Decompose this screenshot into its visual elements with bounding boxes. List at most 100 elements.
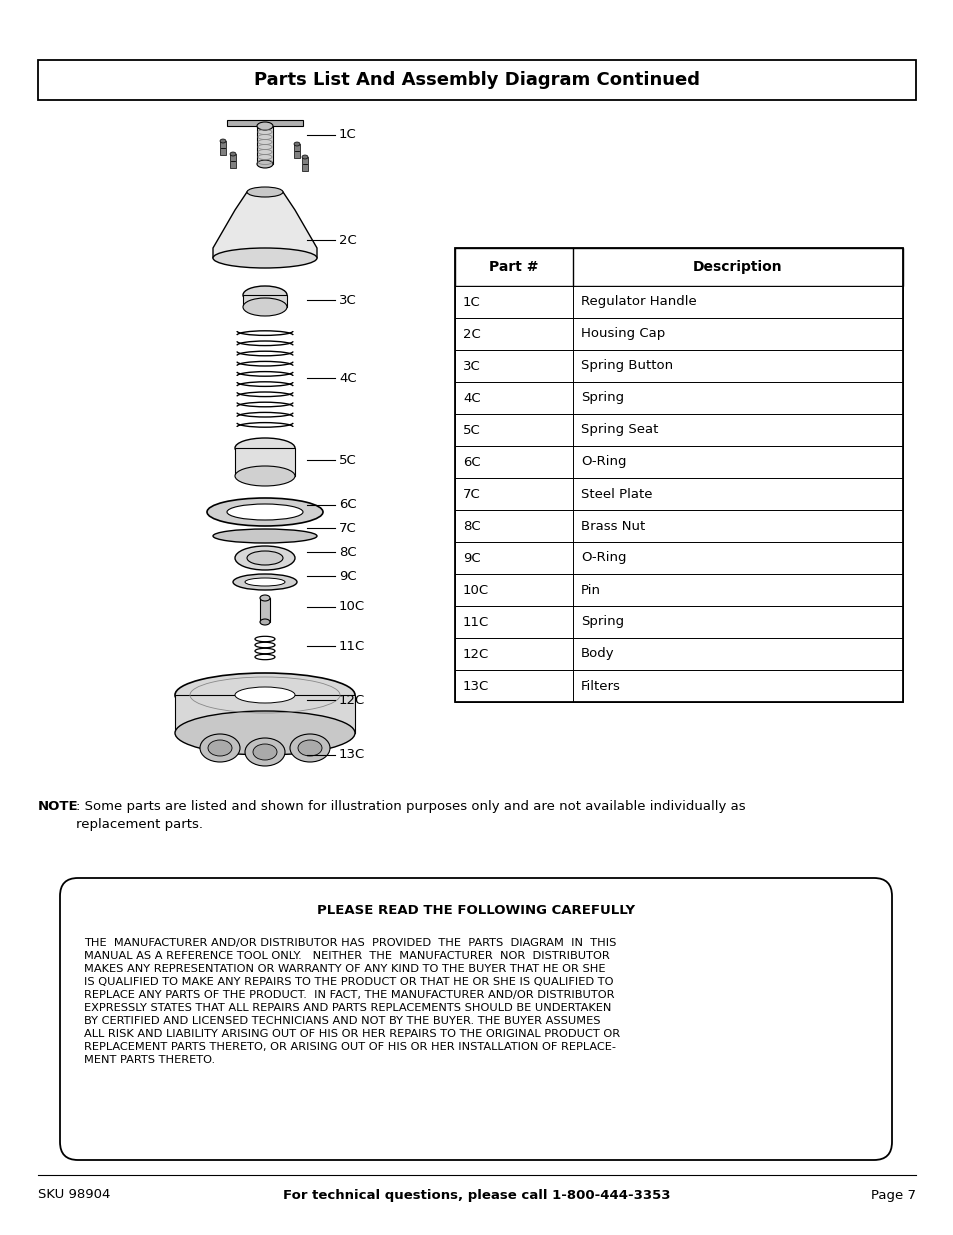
Ellipse shape	[220, 140, 226, 143]
Ellipse shape	[256, 161, 273, 168]
Text: Spring: Spring	[580, 391, 623, 405]
Ellipse shape	[174, 673, 355, 718]
Text: 12C: 12C	[338, 694, 365, 706]
Bar	[455, 317, 902, 350]
Text: 4C: 4C	[462, 391, 480, 405]
Text: 3C: 3C	[338, 294, 356, 306]
Bar	[455, 638, 902, 671]
Text: Part #: Part #	[489, 261, 538, 274]
Ellipse shape	[207, 498, 323, 526]
Ellipse shape	[247, 186, 283, 198]
Bar	[455, 446, 902, 478]
Ellipse shape	[227, 504, 303, 520]
Text: Housing Cap: Housing Cap	[580, 327, 664, 341]
Text: 8C: 8C	[462, 520, 480, 532]
Ellipse shape	[213, 529, 316, 543]
Polygon shape	[213, 191, 316, 258]
Ellipse shape	[302, 156, 308, 159]
Text: NOTE: NOTE	[38, 800, 78, 813]
Text: PLEASE READ THE FOLLOWING CAREFULLY: PLEASE READ THE FOLLOWING CAREFULLY	[316, 904, 635, 916]
Text: Spring: Spring	[580, 615, 623, 629]
Text: 1C: 1C	[338, 128, 356, 142]
Bar	[234, 448, 294, 475]
Ellipse shape	[208, 740, 232, 756]
Text: Body: Body	[580, 647, 614, 661]
Ellipse shape	[200, 734, 240, 762]
Text: 4C: 4C	[338, 372, 356, 384]
Text: Regulator Handle: Regulator Handle	[580, 295, 696, 309]
Text: 5C: 5C	[462, 424, 480, 436]
Ellipse shape	[243, 287, 287, 304]
Ellipse shape	[213, 248, 316, 268]
Text: Spring Button: Spring Button	[580, 359, 673, 373]
Bar	[227, 120, 303, 126]
Ellipse shape	[234, 438, 294, 458]
Text: Steel Plate: Steel Plate	[580, 488, 652, 500]
Ellipse shape	[230, 152, 235, 156]
Text: 8C: 8C	[338, 546, 356, 558]
Bar	[455, 248, 902, 701]
Bar	[294, 144, 299, 158]
Ellipse shape	[290, 734, 330, 762]
Ellipse shape	[260, 595, 270, 601]
Ellipse shape	[247, 551, 283, 564]
Text: 3C: 3C	[462, 359, 480, 373]
Ellipse shape	[294, 142, 299, 146]
Text: 13C: 13C	[338, 748, 365, 762]
Bar	[455, 382, 902, 414]
Text: 10C: 10C	[462, 583, 489, 597]
Text: Pin: Pin	[580, 583, 600, 597]
Text: 7C: 7C	[338, 521, 356, 535]
Ellipse shape	[245, 578, 285, 585]
Bar	[455, 350, 902, 382]
Bar	[455, 414, 902, 446]
Ellipse shape	[260, 619, 270, 625]
Text: O-Ring: O-Ring	[580, 552, 626, 564]
Text: THE  MANUFACTURER AND/OR DISTRIBUTOR HAS  PROVIDED  THE  PARTS  DIAGRAM  IN  THI: THE MANUFACTURER AND/OR DISTRIBUTOR HAS …	[84, 939, 619, 1066]
Bar	[455, 248, 902, 287]
Ellipse shape	[297, 740, 322, 756]
Bar	[38, 61, 915, 100]
Text: 13C: 13C	[462, 679, 489, 693]
Text: 9C: 9C	[462, 552, 480, 564]
Text: Description: Description	[693, 261, 782, 274]
Bar	[455, 510, 902, 542]
Text: 11C: 11C	[462, 615, 489, 629]
Text: 11C: 11C	[338, 640, 365, 652]
Ellipse shape	[256, 122, 273, 130]
Ellipse shape	[245, 739, 285, 766]
Text: 7C: 7C	[462, 488, 480, 500]
Text: 6C: 6C	[462, 456, 480, 468]
Bar	[243, 295, 287, 308]
Ellipse shape	[234, 546, 294, 571]
Text: 9C: 9C	[338, 569, 356, 583]
Bar	[455, 606, 902, 638]
Ellipse shape	[233, 574, 296, 590]
Ellipse shape	[234, 466, 294, 487]
Text: O-Ring: O-Ring	[580, 456, 626, 468]
Text: : Some parts are listed and shown for illustration purposes only and are not ava: : Some parts are listed and shown for il…	[76, 800, 745, 831]
Text: 1C: 1C	[462, 295, 480, 309]
Bar	[260, 598, 270, 622]
Text: 10C: 10C	[338, 600, 365, 614]
Ellipse shape	[243, 298, 287, 316]
Text: 2C: 2C	[338, 233, 356, 247]
Text: Brass Nut: Brass Nut	[580, 520, 644, 532]
Bar	[455, 671, 902, 701]
Text: 2C: 2C	[462, 327, 480, 341]
Text: Page 7: Page 7	[870, 1188, 915, 1202]
Ellipse shape	[253, 743, 276, 760]
Ellipse shape	[234, 687, 294, 703]
Ellipse shape	[174, 711, 355, 755]
Bar	[455, 574, 902, 606]
Bar	[455, 287, 902, 317]
Text: 5C: 5C	[338, 453, 356, 467]
FancyBboxPatch shape	[60, 878, 891, 1160]
Bar	[230, 154, 235, 168]
Text: For technical questions, please call 1-800-444-3353: For technical questions, please call 1-8…	[283, 1188, 670, 1202]
Text: Parts List And Assembly Diagram Continued: Parts List And Assembly Diagram Continue…	[253, 70, 700, 89]
Text: 6C: 6C	[338, 499, 356, 511]
Text: Filters: Filters	[580, 679, 620, 693]
Bar	[302, 157, 308, 170]
Bar	[455, 478, 902, 510]
